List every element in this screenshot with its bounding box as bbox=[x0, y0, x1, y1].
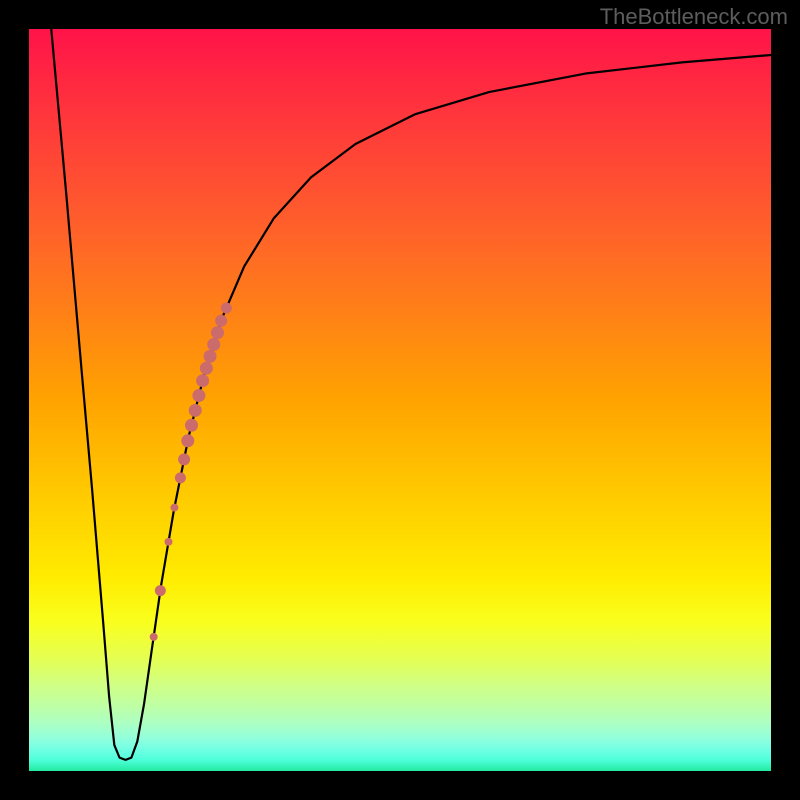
curve-marker bbox=[181, 434, 194, 447]
curve-marker bbox=[170, 504, 178, 512]
curve-marker bbox=[200, 362, 213, 375]
curve-marker bbox=[215, 315, 227, 327]
chart-svg bbox=[29, 29, 771, 771]
curve-marker bbox=[155, 585, 166, 596]
curve-marker bbox=[175, 472, 186, 483]
plot-area bbox=[29, 29, 771, 771]
curve-marker bbox=[189, 404, 202, 417]
figure-root: TheBottleneck.com bbox=[0, 0, 800, 800]
curve-marker bbox=[185, 419, 198, 432]
curve-marker bbox=[221, 302, 232, 313]
curve-marker bbox=[196, 374, 209, 387]
curve-marker bbox=[204, 350, 217, 363]
curve-marker bbox=[211, 326, 224, 339]
curve-marker bbox=[165, 538, 173, 546]
curve-marker bbox=[192, 389, 205, 402]
watermark-text: TheBottleneck.com bbox=[600, 4, 788, 30]
curve-marker bbox=[207, 338, 220, 351]
chart-background bbox=[29, 29, 771, 771]
curve-marker bbox=[178, 453, 190, 465]
curve-marker bbox=[150, 633, 158, 641]
